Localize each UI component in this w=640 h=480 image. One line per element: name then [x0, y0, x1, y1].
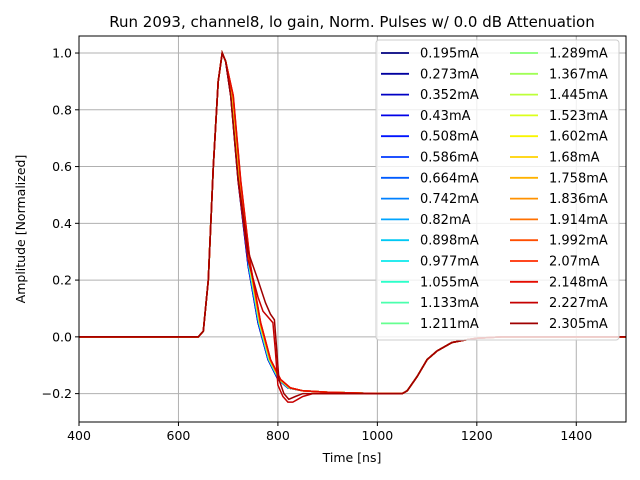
y-tick-label: 0.8 — [52, 102, 72, 117]
legend-label: 0.586mA — [420, 151, 479, 166]
y-tick-label: 0.6 — [52, 159, 72, 174]
legend-label: 1.758mA — [549, 171, 608, 186]
legend-label: 1.211mA — [420, 317, 479, 332]
legend-label: 0.664mA — [420, 171, 479, 186]
legend-label: 0.273mA — [420, 67, 479, 82]
legend-box — [375, 39, 620, 341]
x-tick-label: 400 — [67, 428, 91, 443]
legend-label: 0.195mA — [420, 47, 479, 62]
legend-label: 0.898mA — [420, 234, 479, 249]
legend-label: 1.523mA — [549, 109, 608, 124]
y-tick-label: 1.0 — [52, 46, 72, 61]
x-tick-label: 1000 — [361, 428, 393, 443]
legend-label: 1.68mA — [549, 151, 600, 166]
x-tick-label: 1400 — [560, 428, 592, 443]
legend-label: 2.305mA — [549, 317, 608, 332]
chart-title: Run 2093, channel8, lo gain, Norm. Pulse… — [109, 13, 594, 31]
legend-label: 2.227mA — [549, 296, 608, 311]
legend-label: 0.977mA — [420, 255, 479, 270]
legend-label: 1.992mA — [549, 234, 608, 249]
x-tick-label: 800 — [266, 428, 290, 443]
legend-label: 1.914mA — [549, 213, 608, 228]
legend-label: 0.352mA — [420, 88, 479, 103]
legend-label: 1.055mA — [420, 275, 479, 290]
legend-label: 0.82mA — [420, 213, 471, 228]
legend-label: 1.836mA — [549, 192, 608, 207]
legend-label: 2.148mA — [549, 275, 608, 290]
plot-frame — [78, 35, 627, 423]
legend: 0.195mA 0.273mA 0.352mA 0.43mA 0.508mA 0.586m… — [375, 39, 620, 341]
y-axis-label: Amplitude [Normalized] — [13, 155, 28, 304]
x-tick-label: 600 — [167, 428, 191, 443]
legend-label: 1.445mA — [549, 88, 608, 103]
x-tick-label: 1200 — [461, 428, 493, 443]
y-tick-label: −0.2 — [42, 386, 72, 401]
y-tick-label: 0.4 — [52, 216, 72, 231]
legend-label: 0.742mA — [420, 192, 479, 207]
legend-label: 1.133mA — [420, 296, 479, 311]
y-tick-label: 0.0 — [52, 329, 72, 344]
legend-label: 2.07mA — [549, 255, 600, 270]
y-tick-label: 0.2 — [52, 273, 72, 288]
series-line-2.305mA — [79, 50, 626, 401]
legend-label: 0.508mA — [420, 130, 479, 145]
x-axis-label: Time [ns] — [322, 450, 382, 465]
legend-label: 1.602mA — [549, 130, 608, 145]
legend-label: 1.289mA — [549, 47, 608, 62]
legend-label: 0.43mA — [420, 109, 471, 124]
axis-ticks: 400 600 800 1000 1200 1400 −0.2 0.0 0.2 0.4 0.6 0.8… — [42, 46, 593, 443]
legend-label: 1.367mA — [549, 67, 608, 82]
